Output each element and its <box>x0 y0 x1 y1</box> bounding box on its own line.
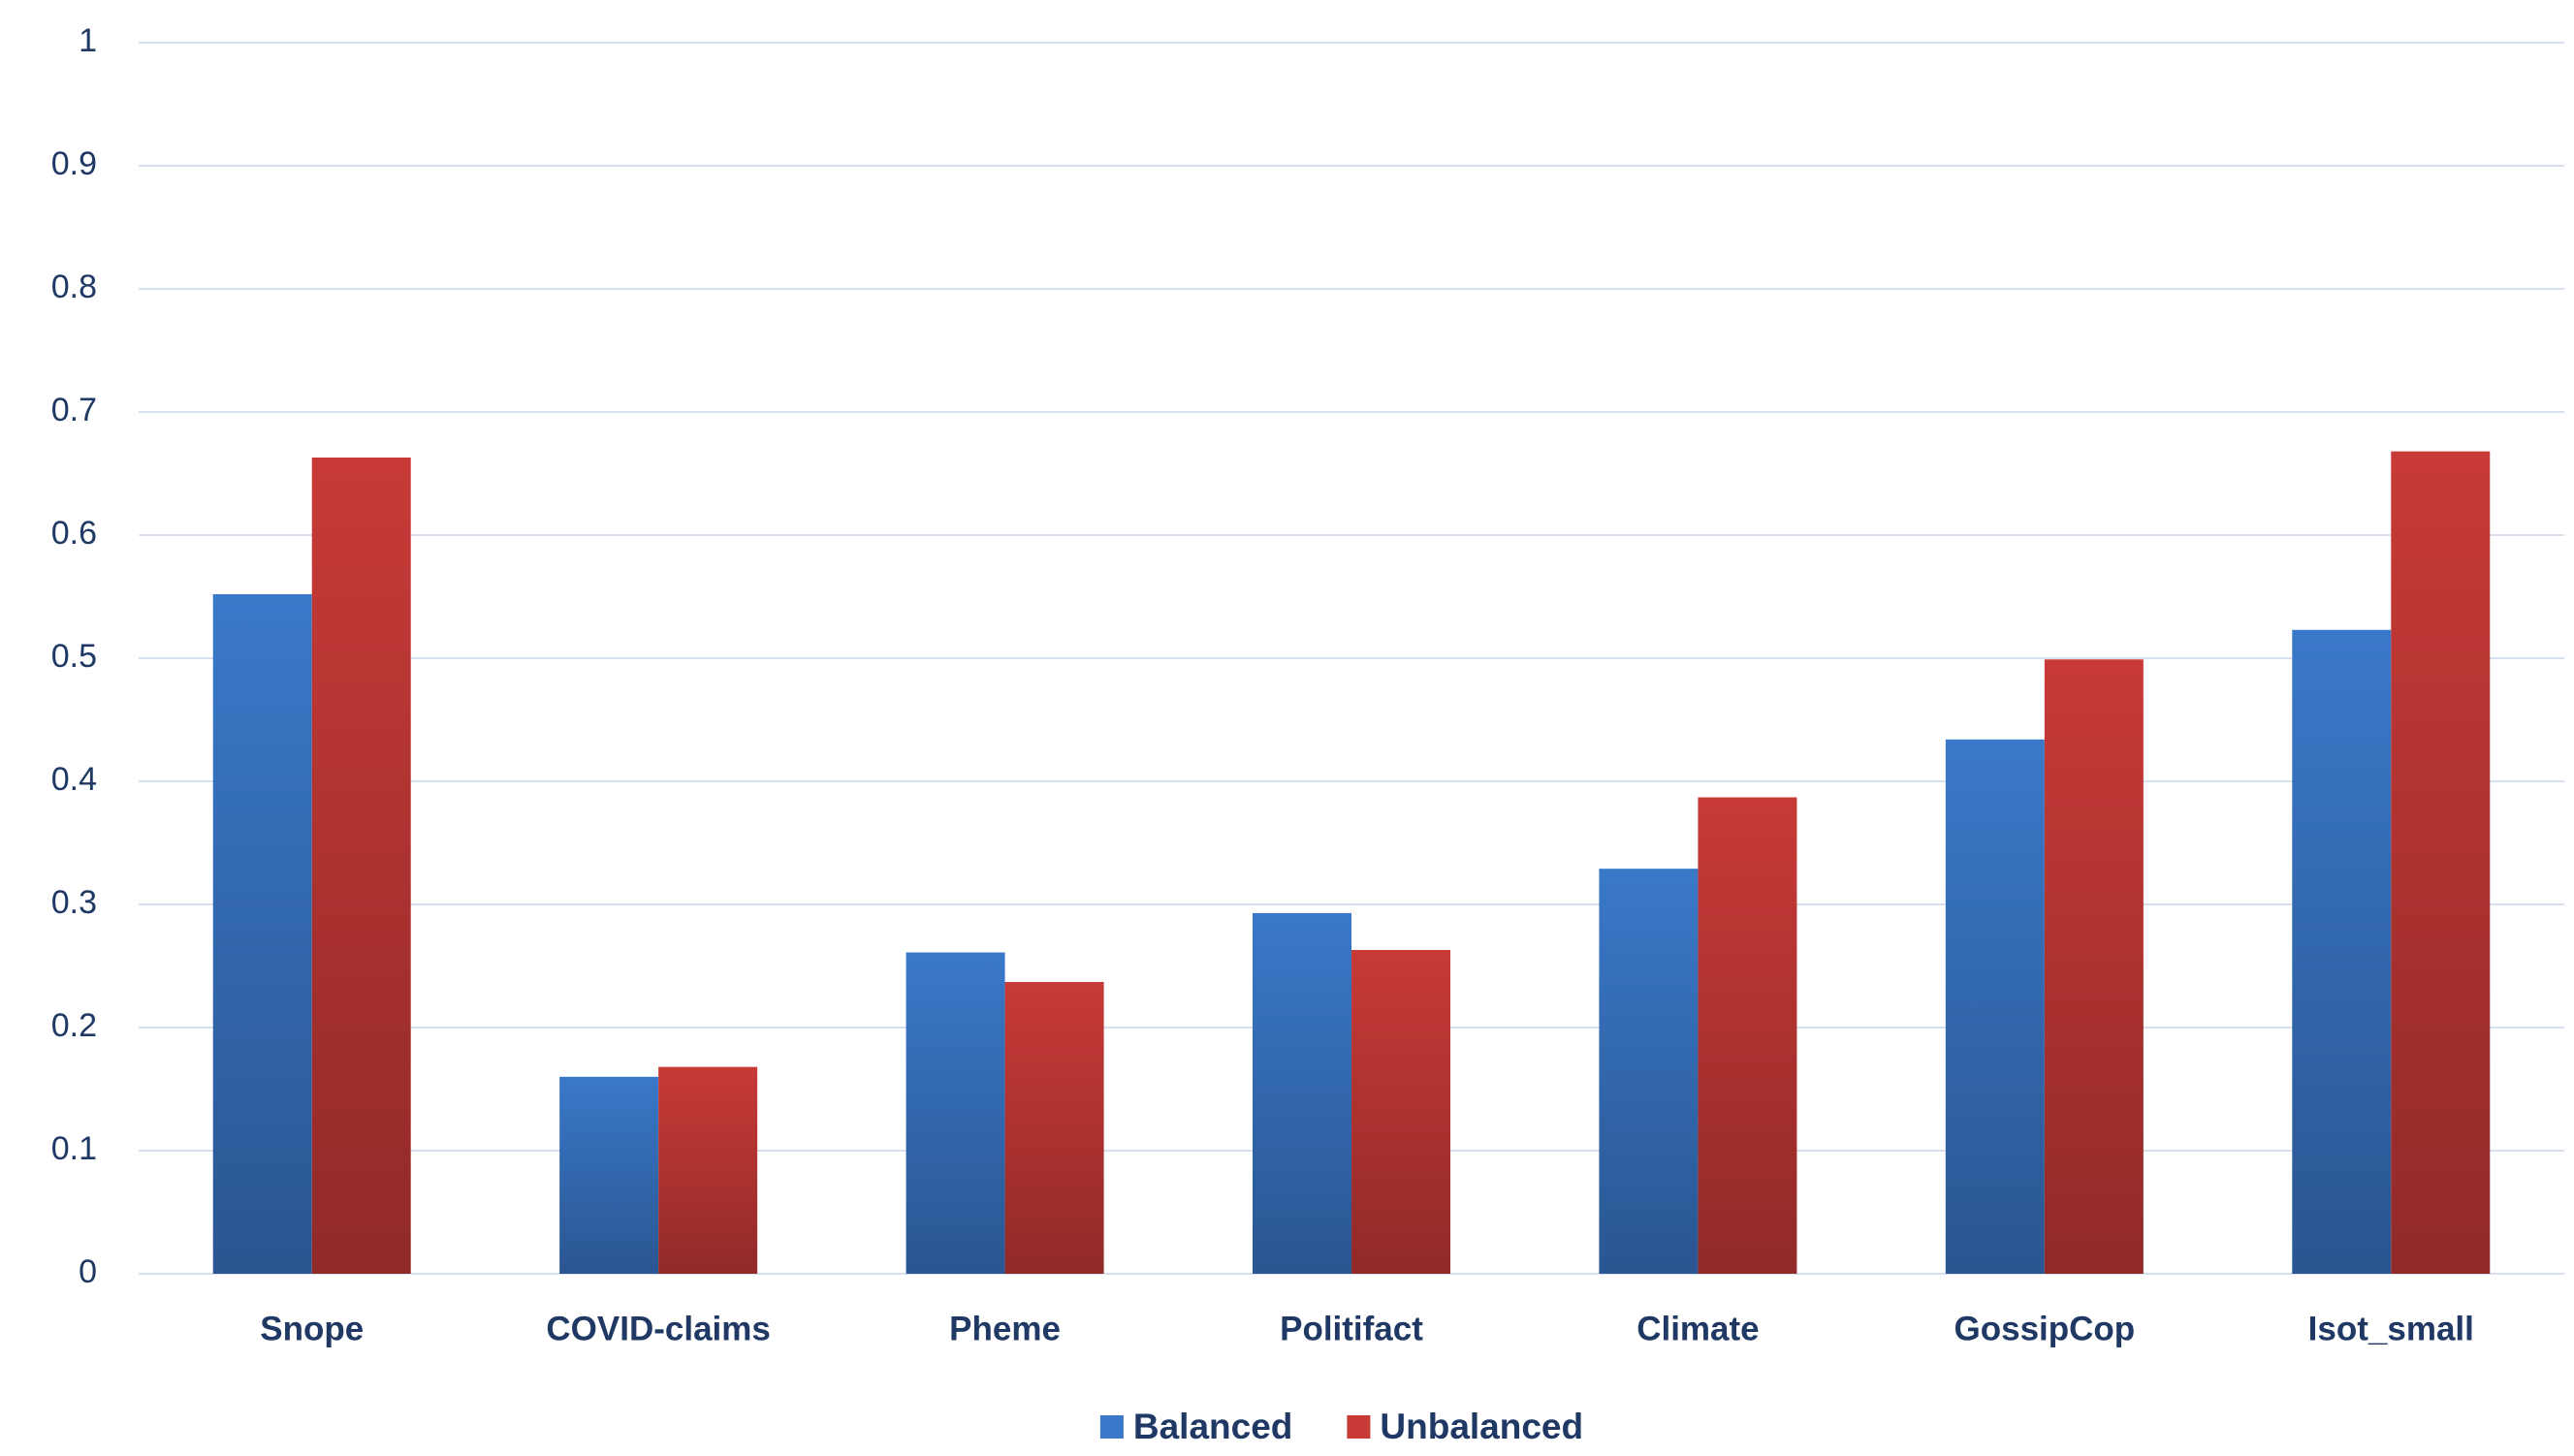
y-tick-label: 0.2 <box>51 1007 97 1044</box>
legend-swatch <box>1347 1415 1371 1439</box>
legend-label: Balanced <box>1133 1407 1293 1446</box>
y-tick-label: 0.6 <box>51 515 97 552</box>
x-tick-label: Climate <box>1637 1310 1759 1347</box>
bar <box>658 1066 758 1274</box>
y-tick-label: 1 <box>79 22 97 59</box>
bar <box>2391 451 2491 1274</box>
bar <box>2044 659 2144 1274</box>
bar <box>212 593 312 1274</box>
y-tick-label: 0.1 <box>51 1130 97 1167</box>
x-tick-label: Pheme <box>949 1310 1061 1347</box>
bar <box>311 457 411 1274</box>
y-tick-label: 0.4 <box>51 761 97 798</box>
x-tick-label: GossipCop <box>1954 1310 2136 1347</box>
x-tick-label: COVID-claims <box>546 1310 770 1347</box>
bar <box>1945 739 2045 1274</box>
y-tick-label: 0.5 <box>51 638 97 675</box>
legend-label: Unbalanced <box>1380 1407 1583 1446</box>
legend-swatch <box>1099 1415 1124 1439</box>
y-tick-label: 0.7 <box>51 392 97 428</box>
y-tick-label: 0.8 <box>51 269 97 305</box>
x-tick-label: Isot_small <box>2308 1310 2474 1347</box>
y-tick-label: 0 <box>79 1253 97 1290</box>
x-tick-label: Snope <box>260 1310 364 1347</box>
legend: Balanced Unbalanced <box>1099 1407 1583 1446</box>
bar <box>906 952 1005 1274</box>
y-tick-label: 0.3 <box>51 884 97 921</box>
bar <box>1599 869 1699 1274</box>
bar <box>559 1076 659 1274</box>
bar <box>1253 912 1351 1274</box>
bar <box>1351 949 1450 1274</box>
y-tick-label: 0.9 <box>51 145 97 182</box>
bar <box>1698 797 1797 1274</box>
x-tick-label: Politifact <box>1280 1310 1423 1347</box>
bar <box>2292 629 2392 1274</box>
bar <box>1004 982 1104 1274</box>
